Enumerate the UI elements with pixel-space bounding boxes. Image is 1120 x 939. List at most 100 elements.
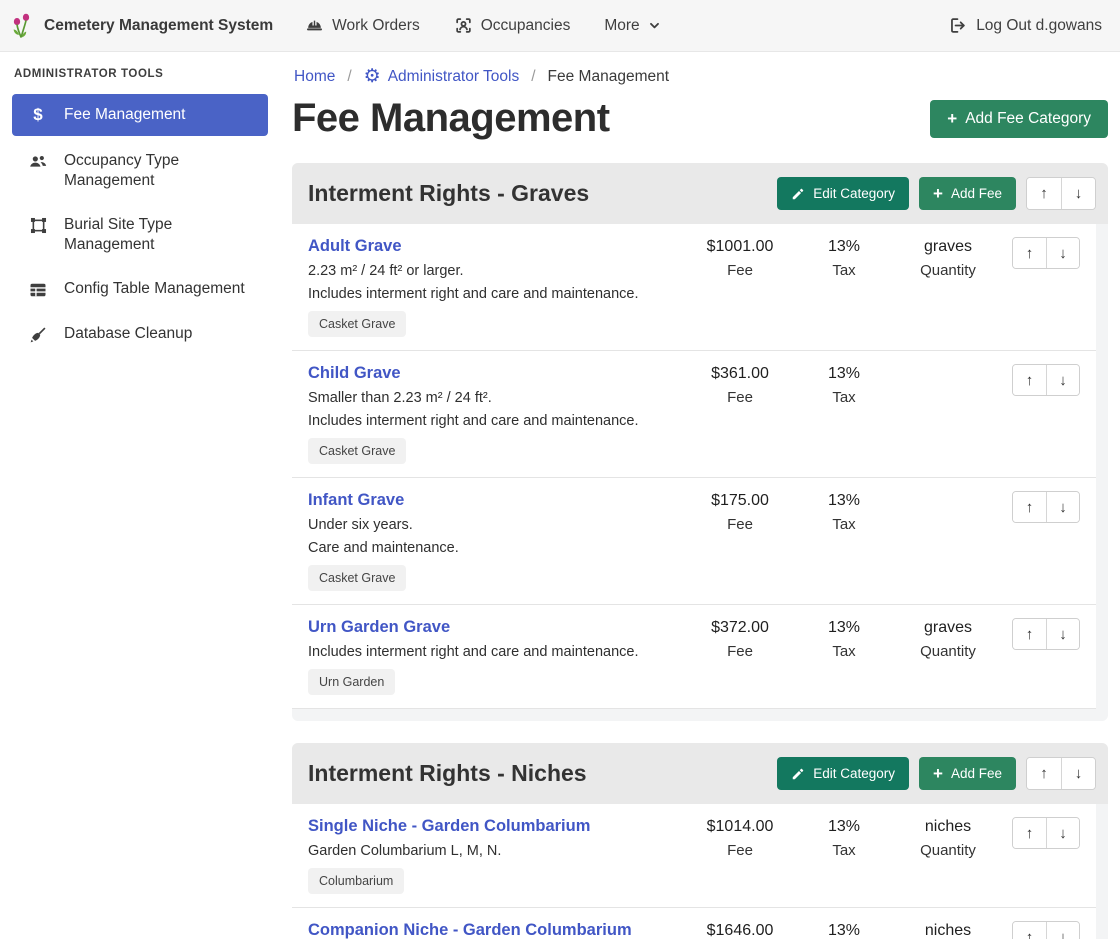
- fee-row-adult-grave: Adult Grave 2.23 m² / 24 ft² or larger. …: [292, 224, 1096, 351]
- frame-icon: [26, 216, 50, 235]
- category-reorder-group: ↑ ↓: [1026, 177, 1096, 210]
- move-category-down-button[interactable]: ↓: [1061, 758, 1095, 789]
- quantity-value: niches: [896, 922, 1000, 939]
- fee-tag-badge: Casket Grave: [308, 311, 406, 337]
- move-fee-up-button[interactable]: ↑: [1013, 492, 1046, 522]
- tax-value: 13%: [792, 818, 896, 836]
- top-navbar: Cemetery Management System Work Orders O…: [0, 0, 1120, 52]
- table-icon: [26, 280, 50, 300]
- add-fee-button[interactable]: + Add Fee: [919, 177, 1016, 210]
- fee-list: Single Niche - Garden Columbarium Garden…: [292, 804, 1096, 939]
- fee-description: Garden Columbarium L, M, N.: [308, 843, 688, 859]
- fee-reorder-group: ↑↓: [1012, 237, 1080, 269]
- fee-name-link[interactable]: Single Niche - Garden Columbarium: [308, 817, 590, 836]
- sidebar-item-occupancy-type-management[interactable]: Occupancy Type Management: [12, 142, 268, 200]
- add-fee-button[interactable]: + Add Fee: [919, 757, 1016, 790]
- breadcrumb-home-link[interactable]: Home: [294, 68, 335, 86]
- chevron-down-icon: [648, 19, 661, 32]
- plus-icon: +: [933, 187, 943, 201]
- move-category-up-button[interactable]: ↑: [1027, 178, 1061, 209]
- pencil-icon: [791, 767, 805, 781]
- fee-description: Includes interment right and care and ma…: [308, 413, 688, 429]
- edit-category-button[interactable]: Edit Category: [777, 177, 909, 210]
- plus-icon: +: [947, 112, 957, 126]
- hard-hat-icon: [305, 16, 324, 35]
- fee-row-urn-garden-grave: Urn Garden Grave Includes interment righ…: [292, 605, 1096, 709]
- nav-occupancies[interactable]: Occupancies: [454, 16, 571, 35]
- tax-label: Tax: [792, 516, 896, 533]
- sidebar: ADMINISTRATOR TOOLS $ Fee Management Occ…: [0, 52, 280, 939]
- fee-description: Includes interment right and care and ma…: [308, 286, 688, 302]
- fee-name-link[interactable]: Adult Grave: [308, 237, 402, 256]
- fee-label: Fee: [688, 842, 792, 859]
- tax-label: Tax: [792, 262, 896, 279]
- category-header: Interment Rights - Niches Edit Category …: [292, 743, 1108, 804]
- fee-description: Under six years.: [308, 517, 688, 533]
- nav-more-label: More: [604, 17, 639, 35]
- move-fee-up-button[interactable]: ↑: [1013, 365, 1046, 395]
- app-title: Cemetery Management System: [44, 17, 273, 35]
- sidebar-item-label: Fee Management: [64, 105, 186, 125]
- fee-name-link[interactable]: Urn Garden Grave: [308, 618, 450, 637]
- fee-reorder-group: ↑↓: [1012, 921, 1080, 939]
- sidebar-item-burial-site-type-management[interactable]: Burial Site Type Management: [12, 206, 268, 264]
- sidebar-item-database-cleanup[interactable]: Database Cleanup: [12, 315, 268, 354]
- quantity-label: Quantity: [896, 643, 1000, 660]
- fee-row-infant-grave: Infant Grave Under six years. Care and m…: [292, 478, 1096, 605]
- move-fee-down-button[interactable]: ↓: [1046, 922, 1079, 939]
- tax-value: 13%: [792, 365, 896, 383]
- plus-icon: +: [933, 767, 943, 781]
- sidebar-section-label: ADMINISTRATOR TOOLS: [14, 68, 268, 80]
- fee-reorder-group: ↑↓: [1012, 618, 1080, 650]
- move-fee-up-button[interactable]: ↑: [1013, 922, 1046, 939]
- category-title: Interment Rights - Graves: [308, 180, 589, 207]
- move-category-up-button[interactable]: ↑: [1027, 758, 1061, 789]
- quantity-label: Quantity: [896, 262, 1000, 279]
- breadcrumb-admin-tools-label: Administrator Tools: [388, 68, 520, 86]
- quantity-empty: [896, 491, 1000, 591]
- edit-category-button[interactable]: Edit Category: [777, 757, 909, 790]
- tax-value: 13%: [792, 238, 896, 256]
- move-fee-down-button[interactable]: ↓: [1046, 492, 1079, 522]
- fee-category-card-niches: Interment Rights - Niches Edit Category …: [292, 743, 1108, 939]
- move-fee-down-button[interactable]: ↓: [1046, 818, 1079, 848]
- app-brand[interactable]: Cemetery Management System: [10, 12, 273, 40]
- fee-name-link[interactable]: Child Grave: [308, 364, 401, 383]
- nav-menu: Work Orders Occupancies More: [305, 16, 661, 35]
- logout-button[interactable]: Log Out d.gowans: [948, 16, 1102, 35]
- move-fee-up-button[interactable]: ↑: [1013, 238, 1046, 268]
- fee-name-link[interactable]: Infant Grave: [308, 491, 404, 510]
- fee-amount: $1646.00: [688, 922, 792, 939]
- sidebar-item-fee-management[interactable]: $ Fee Management: [12, 94, 268, 136]
- people-icon: [26, 152, 50, 172]
- fee-description: 2.23 m² / 24 ft² or larger.: [308, 263, 688, 279]
- sidebar-item-config-table-management[interactable]: Config Table Management: [12, 270, 268, 309]
- move-fee-up-button[interactable]: ↑: [1013, 818, 1046, 848]
- breadcrumb-current: Fee Management: [548, 68, 670, 86]
- fee-amount: $1001.00: [688, 238, 792, 256]
- tax-value: 13%: [792, 492, 896, 510]
- tulip-logo-icon: [10, 12, 36, 40]
- move-fee-down-button[interactable]: ↓: [1046, 619, 1079, 649]
- move-fee-up-button[interactable]: ↑: [1013, 619, 1046, 649]
- breadcrumb-separator: /: [347, 68, 351, 86]
- move-fee-down-button[interactable]: ↓: [1046, 365, 1079, 395]
- broom-icon: [26, 325, 50, 345]
- move-fee-down-button[interactable]: ↓: [1046, 238, 1079, 268]
- nav-work-orders[interactable]: Work Orders: [305, 16, 420, 35]
- fee-reorder-group: ↑↓: [1012, 817, 1080, 849]
- quantity-value: graves: [896, 238, 1000, 256]
- quantity-label: Quantity: [896, 842, 1000, 859]
- move-category-down-button[interactable]: ↓: [1061, 178, 1095, 209]
- breadcrumb-admin-tools-link[interactable]: ⚙ Administrator Tools: [364, 68, 520, 86]
- fee-description: Includes interment right and care and ma…: [308, 644, 688, 660]
- nav-occupancies-label: Occupancies: [481, 17, 571, 35]
- nav-more-dropdown[interactable]: More: [604, 17, 660, 35]
- sidebar-item-label: Burial Site Type Management: [64, 215, 258, 255]
- fee-list: Adult Grave 2.23 m² / 24 ft² or larger. …: [292, 224, 1096, 709]
- fee-description: Care and maintenance.: [308, 540, 688, 556]
- gear-icon: ⚙: [364, 69, 381, 85]
- add-fee-category-button[interactable]: + Add Fee Category: [930, 100, 1108, 138]
- fee-name-link[interactable]: Companion Niche - Garden Columbarium: [308, 921, 632, 939]
- quantity-value: graves: [896, 619, 1000, 637]
